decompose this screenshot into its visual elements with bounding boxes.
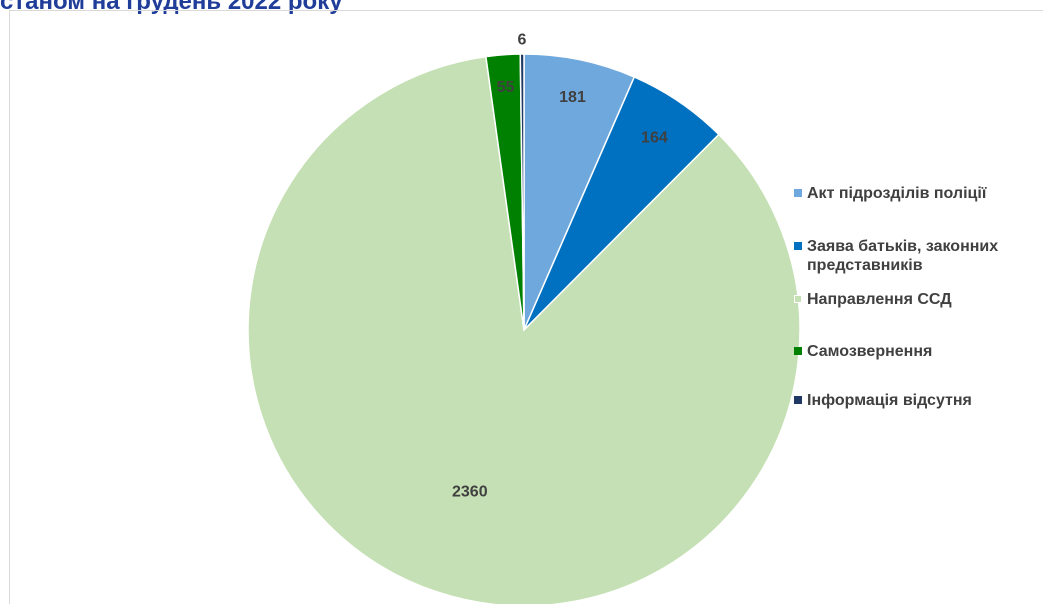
pie-slice-no-info — [519, 53, 525, 331]
legend-swatch-parents — [794, 242, 802, 250]
legend-label-self: Самозвернення — [807, 343, 933, 360]
data-label-parents: 164 — [641, 130, 668, 147]
legend-item-no-info: Інформація відсутня — [794, 391, 972, 410]
legend-swatch-no-info — [794, 396, 802, 404]
chart-frame — [9, 10, 1043, 604]
data-label-police: 181 — [559, 89, 586, 106]
legend-item-parents: Заява батьків, законних представників — [794, 237, 1039, 275]
slide-title: станом на грудень 2022 року — [0, 0, 343, 15]
data-label-self: 55 — [497, 79, 515, 96]
legend-label-parents: Заява батьків, законних представників — [807, 238, 999, 274]
legend-item-police: Акт підрозділів поліції — [794, 184, 986, 203]
pie-slice-ssd — [247, 55, 801, 604]
legend-label-police: Акт підрозділів поліції — [807, 185, 987, 202]
legend-swatch-police — [794, 189, 802, 197]
legend-swatch-self — [794, 347, 802, 355]
legend-swatch-ssd — [794, 295, 802, 303]
legend-label-ssd: Направлення ССД — [807, 291, 952, 308]
data-label-ssd: 2360 — [452, 484, 488, 501]
data-label-no-info: 6 — [518, 31, 527, 48]
pie-slice-police — [523, 53, 636, 331]
legend-item-ssd: Направлення ССД — [794, 290, 952, 309]
legend-label-no-info: Інформація відсутня — [807, 392, 972, 409]
legend-item-self: Самозвернення — [794, 342, 932, 361]
